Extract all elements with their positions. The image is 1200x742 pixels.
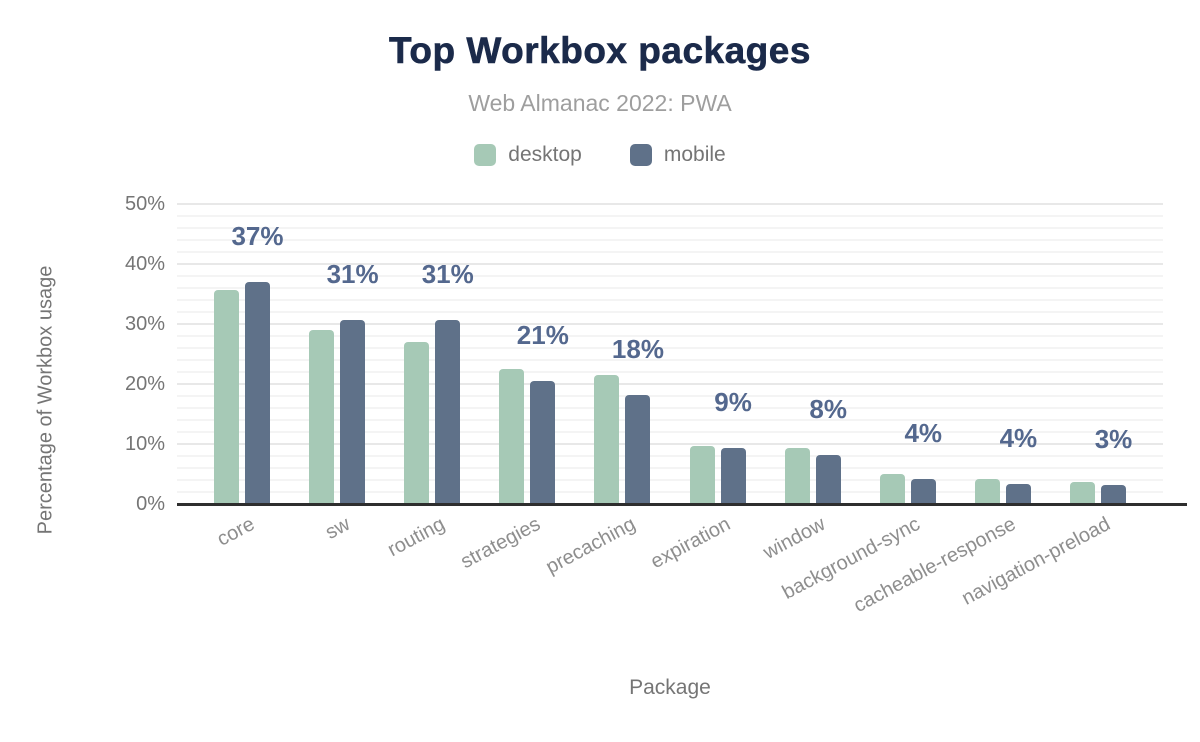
bar-desktop-precaching	[594, 375, 620, 504]
x-axis-line	[177, 503, 1187, 506]
bar-mobile-strategies	[530, 381, 556, 504]
bar-mobile-routing	[435, 320, 461, 504]
gridline-major	[177, 203, 1163, 205]
gridline-minor	[177, 275, 1163, 277]
category-label-cacheable-response: cacheable-response	[849, 513, 1020, 617]
x-axis-category-labels: core sw routing strategies precaching expirat…	[177, 513, 1163, 663]
bar-desktop-cacheable-response	[974, 479, 1000, 504]
gridline-minor	[177, 359, 1163, 361]
category-label-routing: routing	[384, 513, 449, 562]
category-label-strategies: strategies	[456, 513, 544, 574]
bar-mobile-sw	[340, 320, 366, 504]
plot-area: 37% 31% 31% 21% 18% 9% 8% 4% 4% 3%	[177, 203, 1163, 504]
category-label-precaching: precaching	[542, 513, 639, 579]
x-axis-title: Package	[629, 676, 711, 699]
legend-label-desktop: desktop	[508, 143, 582, 166]
category-label-expiration: expiration	[646, 513, 734, 574]
value-label-cacheable-response: 4%	[999, 422, 1038, 453]
y-tick-label: 40%	[124, 253, 165, 275]
chart-legend: desktop mobile	[0, 143, 1200, 167]
gridline-minor	[177, 371, 1163, 373]
gridline-minor	[177, 431, 1163, 433]
category-label-sw: sw	[321, 513, 354, 544]
legend-item-mobile: mobile	[629, 143, 726, 167]
value-label-background-sync: 4%	[904, 417, 943, 448]
gridline-major	[177, 383, 1163, 385]
gridline-minor	[177, 299, 1163, 301]
value-label-expiration: 9%	[714, 387, 752, 418]
chart-subtitle: Web Almanac 2022: PWA	[468, 90, 732, 116]
value-label-sw: 31%	[326, 259, 379, 290]
y-tick-label: 20%	[124, 373, 165, 395]
bar-mobile-cacheable-response	[1005, 483, 1031, 504]
gridline-minor	[177, 395, 1163, 397]
gridline-minor	[177, 251, 1163, 253]
y-tick-label: 0%	[136, 493, 165, 515]
bar-mobile-window	[815, 455, 841, 504]
bar-desktop-routing	[404, 342, 430, 504]
mobile-swatch-icon	[629, 144, 652, 166]
value-label-routing: 31%	[421, 259, 474, 290]
category-label-core: core	[213, 513, 259, 551]
bar-desktop-window	[784, 447, 810, 504]
bar-mobile-navigation-preload	[1101, 485, 1126, 504]
legend-item-desktop: desktop	[474, 143, 582, 167]
gridline-minor	[177, 347, 1163, 349]
y-tick-label: 10%	[124, 433, 165, 455]
value-label-navigation-preload: 3%	[1094, 424, 1133, 455]
value-label-precaching: 18%	[611, 334, 664, 365]
value-label-strategies: 21%	[516, 320, 569, 350]
gridline-minor	[177, 335, 1163, 337]
gridline-major	[177, 443, 1163, 445]
bar-desktop-background-sync	[879, 474, 905, 504]
bar-desktop-navigation-preload	[1070, 481, 1095, 504]
gridline-minor	[177, 479, 1163, 481]
bar-desktop-expiration	[689, 445, 715, 504]
value-label-core: 37%	[231, 221, 284, 251]
bar-mobile-background-sync	[910, 478, 936, 504]
gridline-minor	[177, 419, 1163, 421]
gridline-minor	[177, 491, 1163, 493]
y-tick-label: 30%	[124, 313, 165, 335]
bar-desktop-core	[214, 290, 239, 504]
gridline-minor	[177, 227, 1163, 229]
chart-title: Top Workbox packages	[389, 30, 811, 72]
gridline-minor	[177, 287, 1163, 289]
bar-mobile-core	[245, 282, 270, 504]
gridline-minor	[177, 467, 1163, 469]
bar-desktop-sw	[309, 330, 335, 504]
gridline-major	[177, 263, 1163, 265]
gridline-minor	[177, 407, 1163, 409]
bar-mobile-expiration	[720, 448, 746, 504]
value-label-window: 8%	[809, 394, 847, 425]
category-label-window: window	[759, 513, 830, 564]
bar-mobile-precaching	[625, 395, 651, 504]
bar-desktop-strategies	[499, 369, 525, 504]
legend-label-mobile: mobile	[663, 143, 726, 166]
gridline-minor	[177, 455, 1163, 457]
gridline-minor	[177, 311, 1163, 313]
y-tick-label: 50%	[124, 193, 165, 215]
gridline-minor	[177, 239, 1163, 241]
gridline-minor	[177, 215, 1163, 217]
desktop-swatch-icon	[474, 144, 497, 166]
gridline-major	[177, 323, 1163, 325]
